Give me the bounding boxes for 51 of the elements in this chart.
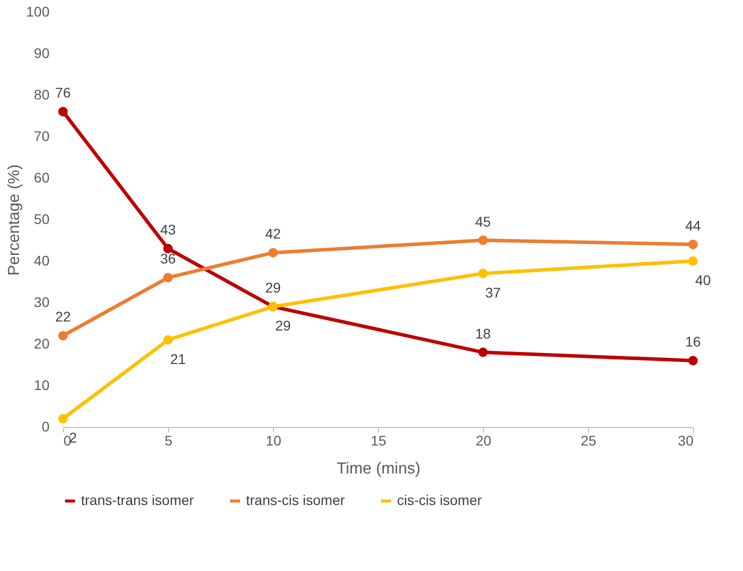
point [163, 244, 173, 254]
data-label: 16 [685, 334, 701, 350]
x-tick-label: 25 [580, 432, 596, 448]
data-label: 40 [695, 272, 711, 288]
data-label: 29 [275, 318, 291, 334]
y-tick-label: 70 [34, 128, 50, 144]
x-tick-label: 30 [678, 432, 694, 448]
point [688, 240, 698, 250]
point [478, 268, 488, 278]
data-label: 2 [69, 430, 78, 446]
point [268, 248, 278, 258]
data-label: 36 [160, 250, 176, 267]
x-tick-label: 0 [64, 432, 72, 448]
data-label: 37 [485, 284, 501, 300]
point [688, 356, 698, 366]
legend-label: cis-cis isomer [397, 492, 482, 508]
point [58, 106, 68, 116]
y-tick-label: 100 [26, 4, 50, 20]
data-label: 43 [160, 222, 176, 238]
point [58, 330, 68, 340]
x-tick-label: 15 [370, 432, 386, 448]
y-axis-title: Percentage (%) [6, 164, 24, 276]
x-tick-label: 20 [476, 432, 492, 448]
x-tick-label: 5 [164, 432, 173, 448]
data-label: 18 [475, 325, 491, 342]
y-tick-label: 90 [34, 45, 50, 61]
x-axis-title: Time (mins) [336, 460, 420, 478]
data-label: 44 [685, 217, 701, 234]
point [58, 414, 68, 424]
legend-label: trans-cis isomer [246, 492, 346, 508]
data-label: 21 [170, 350, 186, 367]
point [688, 256, 698, 266]
x-tick-label: 10 [266, 432, 282, 448]
data-label: 42 [265, 226, 281, 242]
legend-label: trans-trans isomer [81, 492, 194, 508]
y-tick-label: 0 [42, 418, 50, 434]
point [163, 335, 173, 345]
data-label: 22 [55, 308, 71, 325]
y-tick-label: 10 [34, 377, 50, 393]
data-label: 29 [265, 280, 281, 296]
y-tick-label: 40 [34, 252, 50, 268]
y-tick-label: 80 [34, 86, 50, 102]
data-label: 76 [55, 84, 71, 101]
y-tick-label: 30 [34, 294, 50, 310]
y-tick-label: 60 [34, 170, 50, 186]
y-tick-label: 50 [34, 211, 50, 227]
y-tick-label: 20 [34, 336, 50, 352]
data-label: 45 [475, 213, 491, 230]
point [163, 272, 173, 282]
point [478, 348, 488, 358]
point [478, 236, 488, 245]
